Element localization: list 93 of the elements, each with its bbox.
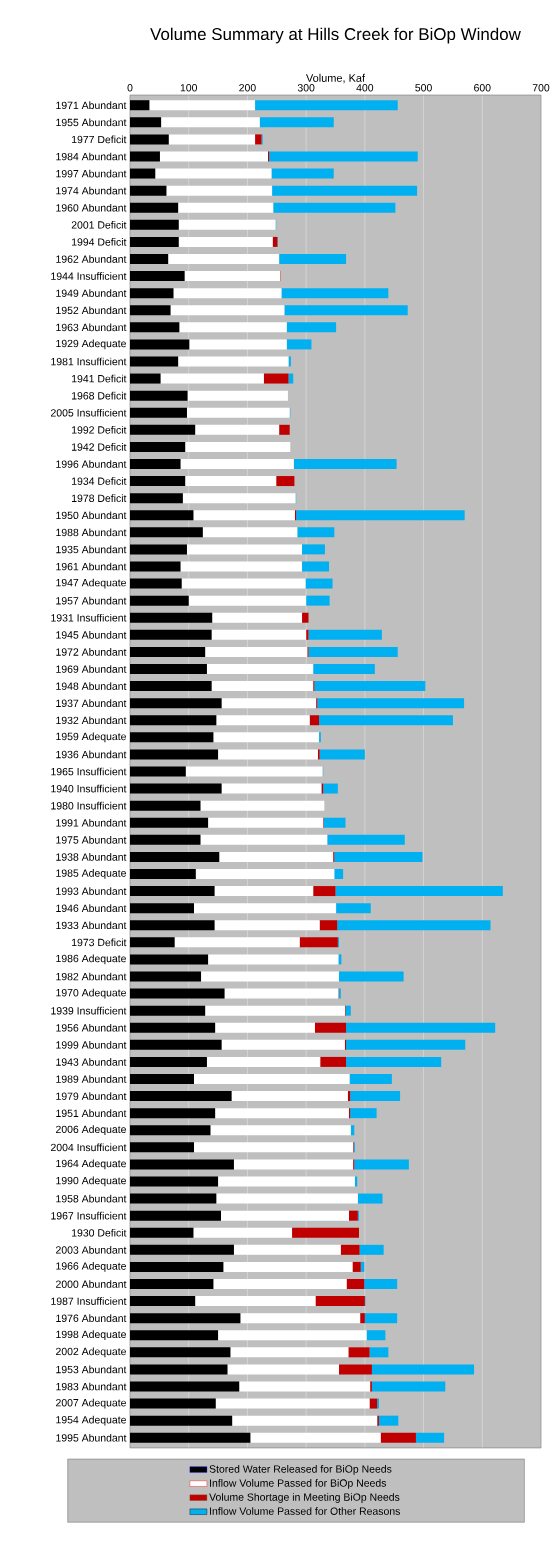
chart-title: Volume Summary at Hills Creek for BiOp Window <box>150 27 521 44</box>
y-tick-label: 1975 Abundant <box>56 835 127 844</box>
y-tick-label: 2003 Abundant <box>56 1245 127 1254</box>
y-tick-label: 1969 Abundant <box>56 665 127 673</box>
y-tick-label: 1993 Abundant <box>56 887 127 895</box>
y-tick-label: 1989 Abundant <box>56 1075 127 1083</box>
y-tick-label: 1960 Abundant <box>56 203 127 212</box>
y-tick-label: 1996 Abundant <box>56 460 127 468</box>
y-tick-label: 2006 Adequate <box>56 1125 126 1136</box>
y-tick-label: 1930 Deficit <box>72 1228 127 1237</box>
y-tick-label: 1968 Deficit <box>72 391 127 400</box>
y-tick-label: 1984 Abundant <box>56 152 127 161</box>
y-tick-label: 1955 Abundant <box>56 118 127 127</box>
y-tick-label: 1971 Abundant <box>56 101 127 110</box>
y-tick-label: 1977 Deficit <box>72 135 127 144</box>
y-tick-label: 1951 Abundant <box>56 1109 127 1118</box>
y-tick-label: 1954 Adequate <box>56 1415 126 1426</box>
legend-label: Inflow Volume Passed for BiOp Needs <box>210 1479 387 1489</box>
y-tick-label: 1945 Abundant <box>56 630 127 639</box>
legend-label: Stored Water Released for BiOp Needs <box>209 1465 392 1475</box>
y-tick-label: 1998 Adequate <box>56 1330 126 1341</box>
x-tick-label: 100 <box>180 84 198 92</box>
y-tick-label: 1950 Abundant <box>56 511 127 520</box>
y-tick-label: 1933 Abundant <box>56 921 127 930</box>
y-tick-label: 1972 Abundant <box>56 648 127 656</box>
y-tick-label: 1974 Abundant <box>56 186 127 195</box>
x-tick-label: 700 <box>532 84 550 92</box>
y-tick-label: 1965 Insufficient <box>51 767 127 776</box>
y-tick-label: 1982 Abundant <box>56 972 127 981</box>
y-tick-label: 1973 Deficit <box>72 938 127 947</box>
y-tick-label: 1976 Abundant <box>56 1314 127 1323</box>
y-tick-label: 1987 Insufficient <box>51 1297 127 1305</box>
y-tick-label: 1958 Abundant <box>56 1194 127 1203</box>
y-tick-label: 1991 Abundant <box>56 818 127 827</box>
y-tick-label: 1935 Abundant <box>56 545 127 554</box>
legend-label: Inflow Volume Passed for Other Reasons <box>210 1507 400 1515</box>
y-tick-label: 1992 Deficit <box>72 425 127 434</box>
y-tick-label: 1978 Deficit <box>72 494 127 502</box>
y-tick-label: 1994 Deficit <box>72 238 127 246</box>
y-tick-label: 1952 Abundant <box>56 306 127 315</box>
y-tick-label: 2007 Adequate <box>56 1398 126 1409</box>
y-tick-label: 1980 Insufficient <box>51 801 127 810</box>
y-tick-label: 1962 Abundant <box>56 255 127 263</box>
y-tick-label: 1940 Insufficient <box>51 784 127 793</box>
y-tick-label: 1988 Abundant <box>56 528 127 537</box>
x-tick-label: 200 <box>239 84 256 92</box>
y-tick-label: 1944 Insufficient <box>51 272 127 280</box>
y-tick-label: 2002 Adequate <box>56 1347 126 1358</box>
y-tick-label: 1967 Insufficient <box>51 1211 127 1220</box>
x-tick-label: 300 <box>297 84 315 92</box>
y-tick-label: 1966 Adequate <box>56 1262 126 1272</box>
y-tick-label: 1936 Abundant <box>56 750 127 759</box>
y-tick-label: 1941 Deficit <box>72 374 127 383</box>
x-tick-label: 0 <box>127 84 133 92</box>
y-tick-label: 1986 Adequate <box>56 954 126 965</box>
y-tick-label: 1970 Adequate <box>56 988 126 999</box>
y-tick-label: 1990 Adequate <box>56 1176 126 1187</box>
y-tick-label: 1999 Abundant <box>56 1040 127 1049</box>
y-tick-label: 1953 Abundant <box>56 1365 127 1374</box>
y-tick-label: 1947 Adequate <box>56 578 126 589</box>
y-tick-label: 2004 Insufficient <box>51 1143 127 1152</box>
x-axis-title: Volume, Kaf <box>306 73 366 84</box>
y-tick-label: 2005 Insufficient <box>51 408 127 417</box>
y-tick-label: 1983 Abundant <box>56 1382 127 1391</box>
legend-label: Volume Shortage in Meeting BiOp Needs <box>209 1493 400 1503</box>
y-tick-label: 1942 Deficit <box>72 443 127 451</box>
x-tick-label: 400 <box>356 84 374 92</box>
y-tick-label: 2000 Abundant <box>56 1280 127 1288</box>
y-tick-label: 1995 Abundant <box>56 1433 127 1442</box>
y-tick-label: 1934 Deficit <box>72 477 127 485</box>
y-tick-label: 1979 Abundant <box>56 1092 127 1100</box>
y-tick-label: 1949 Abundant <box>56 289 127 297</box>
y-tick-label: 1961 Abundant <box>56 562 127 571</box>
y-tick-label: 1939 Insufficient <box>51 1006 127 1015</box>
y-tick-label: 1959 Adequate <box>56 732 126 743</box>
y-tick-label: 1937 Abundant <box>56 699 127 707</box>
y-tick-label: 1963 Abundant <box>56 323 127 332</box>
y-tick-label: 1997 Abundant <box>56 169 127 178</box>
y-tick-label: 1943 Abundant <box>56 1058 127 1066</box>
y-tick-label: 1964 Adequate <box>56 1159 126 1170</box>
y-tick-label: 1932 Abundant <box>56 716 127 725</box>
y-tick-label: 1985 Adequate <box>56 869 126 879</box>
y-tick-label: 1956 Abundant <box>56 1023 127 1032</box>
y-tick-label: 2001 Deficit <box>71 220 127 229</box>
y-tick-label: 1931 Insufficient <box>51 613 127 622</box>
y-tick-label: 1981 Insufficient <box>51 357 127 366</box>
y-tick-label: 1946 Abundant <box>56 904 127 912</box>
y-tick-label: 1929 Adequate <box>56 339 126 350</box>
x-tick-label: 500 <box>415 84 432 92</box>
y-tick-label: 1948 Abundant <box>56 682 127 690</box>
x-tick-label: 600 <box>474 84 491 92</box>
y-tick-label: 1957 Abundant <box>56 596 127 605</box>
y-tick-label: 1938 Abundant <box>56 853 127 861</box>
